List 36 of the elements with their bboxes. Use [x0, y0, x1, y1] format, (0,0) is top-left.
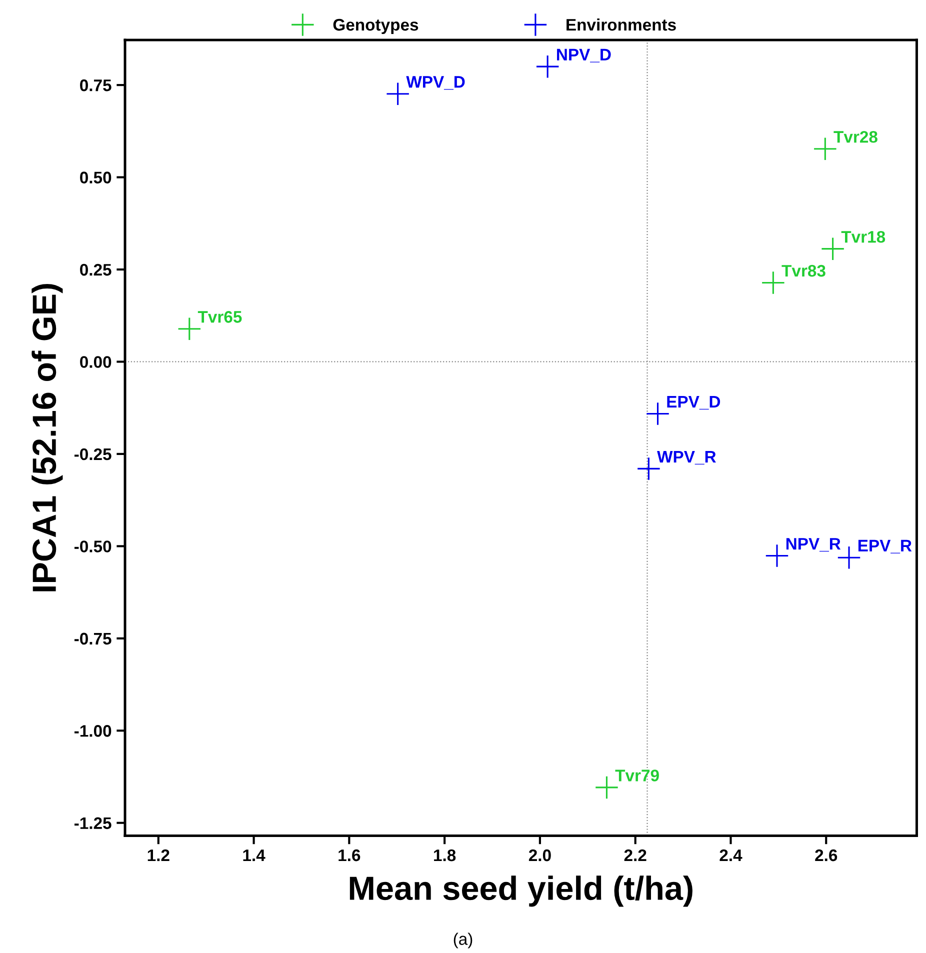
annotation: WPV_D — [406, 76, 465, 90]
x-tick-label: 2.0 — [528, 849, 551, 862]
y-tick-label: 0.25 — [80, 264, 112, 276]
y-axis-title: IPCA1 (52.16 of GE) — [32, 284, 63, 592]
legend-label: Environments — [566, 18, 676, 31]
annotation: EPV_D — [667, 396, 720, 410]
x-tick-label: 1.4 — [243, 850, 266, 862]
x-tick-label: 2.2 — [624, 849, 646, 862]
y-tick-label: -1.25 — [74, 817, 112, 830]
y-tick-label: -0.50 — [74, 540, 112, 552]
annotation: Tvr79 — [615, 770, 659, 782]
y-tick-label: 0.00 — [80, 356, 112, 368]
annotation: Tvr18 — [841, 230, 886, 243]
x-tick-label: 2.6 — [815, 849, 838, 862]
x-tick-label: 1.6 — [338, 849, 360, 862]
x-axis-title: Mean seed yield (t/ha) — [350, 876, 692, 907]
annotation: WPV_R — [657, 451, 716, 465]
y-tick-label: 0.75 — [80, 79, 112, 92]
text: (a) — [454, 932, 472, 948]
point — [646, 402, 669, 425]
annotation: NPV_D — [557, 48, 611, 62]
annotation: NPV_R — [786, 538, 841, 552]
point — [536, 55, 559, 78]
legend-label: Genotypes — [333, 18, 418, 34]
x-tick-label: 1.2 — [148, 849, 170, 862]
y-tick-label: -0.75 — [74, 632, 112, 645]
annotation: EPV_R — [858, 540, 912, 554]
point — [766, 544, 788, 567]
x-tick-label: 1.8 — [434, 849, 456, 862]
annotation: Tvr28 — [834, 130, 878, 143]
x-tick-label: 2.4 — [720, 849, 742, 862]
y-tick-label: -1.00 — [74, 725, 112, 737]
y-tick-label: 0.50 — [80, 172, 112, 184]
y-tick-label: -0.25 — [74, 448, 112, 460]
annotation: Tvr83 — [782, 264, 826, 277]
annotation: Tvr65 — [198, 311, 242, 323]
